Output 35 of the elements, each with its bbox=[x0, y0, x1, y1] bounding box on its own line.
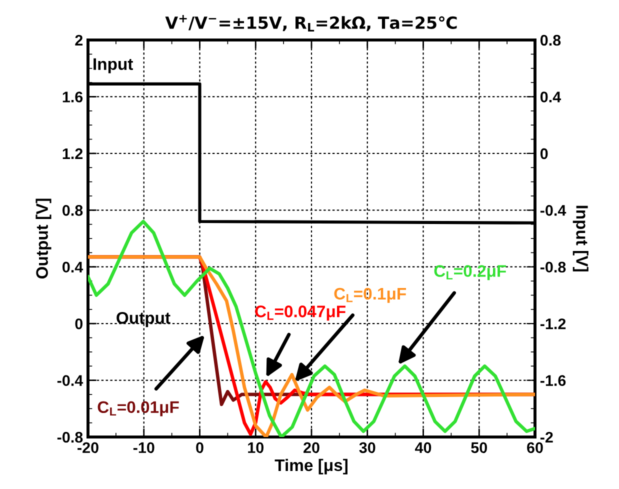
text: C$_{L}$=0.01μF bbox=[98, 401, 179, 416]
y2-tick-label: -2 bbox=[540, 432, 553, 443]
y2-tick-label: 0.8 bbox=[540, 34, 561, 46]
x-tick-label: -20 bbox=[78, 442, 98, 454]
x-tick-label: 40 bbox=[414, 442, 432, 454]
y2-tick-label: -1.6 bbox=[540, 375, 566, 386]
y2-tick-label: -1.2 bbox=[540, 318, 566, 330]
x-tick-label: 10 bbox=[248, 442, 264, 454]
y2-tick-label: 0.4 bbox=[540, 92, 562, 102]
y2-tick-label: 0 bbox=[540, 148, 548, 160]
y2-tick-label: -0.4 bbox=[540, 205, 566, 216]
x-tick-label: 20 bbox=[304, 442, 320, 454]
annotation: Input bbox=[94, 58, 133, 74]
text: C$_{L}$=0.1μF bbox=[334, 288, 406, 303]
y-tick-label: 0.4 bbox=[62, 262, 84, 273]
y-tick-label: -0.4 bbox=[57, 375, 84, 386]
y-tick-label: 0 bbox=[75, 318, 83, 330]
chart-title: V$^{+}$/V$^{−}$=±15V, R$_{L}$=2kΩ, Ta=25℃ bbox=[165, 15, 457, 32]
x-axis-title: Time [μs] bbox=[274, 458, 348, 474]
annotation: Output bbox=[116, 312, 170, 328]
x-tick-label: 50 bbox=[471, 442, 487, 454]
x-tick-label: 60 bbox=[527, 442, 543, 454]
y-axis-title: Output [V] bbox=[36, 198, 52, 279]
text: C$_{L}$=0.2μF bbox=[434, 265, 506, 280]
y-tick-label: 0.8 bbox=[62, 205, 83, 216]
y-tick-label: -0.8 bbox=[57, 432, 83, 443]
y-tick-label: 2 bbox=[75, 34, 83, 46]
text: C$_{L}$=0.047μF bbox=[255, 306, 346, 321]
x-tick-label: 30 bbox=[359, 442, 376, 454]
x-tick-label: 0 bbox=[196, 442, 204, 454]
y-tick-label: 1.2 bbox=[62, 148, 83, 159]
y2-tick-label: -0.8 bbox=[540, 262, 566, 273]
x-tick-label: -10 bbox=[133, 442, 154, 454]
y2-axis-title: Input [V] bbox=[572, 206, 588, 272]
y-tick-label: 1.6 bbox=[62, 92, 83, 102]
